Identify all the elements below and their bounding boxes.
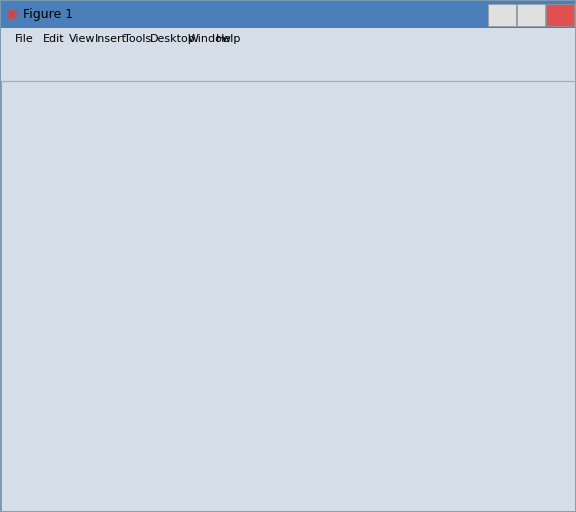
newfit [381, 336, 388, 343]
data [398, 335, 405, 342]
Text: View: View [69, 34, 96, 44]
newfit [84, 381, 91, 387]
data [182, 379, 189, 386]
newfit [272, 362, 279, 369]
data [260, 370, 267, 376]
Line: fit: fit [88, 93, 558, 393]
Text: ▣: ▣ [7, 9, 17, 19]
data [280, 350, 287, 356]
data [123, 380, 130, 387]
Text: Help: Help [216, 34, 241, 44]
Text: Desktop: Desktop [150, 34, 195, 44]
data [339, 345, 346, 351]
Line: newfit: newfit [88, 76, 558, 384]
newfit [555, 73, 562, 79]
fit [381, 346, 388, 352]
data [516, 220, 522, 226]
data [143, 380, 150, 386]
newfit [427, 328, 434, 334]
Text: Figure 1: Figure 1 [23, 8, 73, 21]
data [221, 376, 228, 382]
Text: Insert: Insert [95, 34, 127, 44]
fit [238, 363, 245, 369]
data [457, 329, 464, 335]
data [476, 279, 483, 285]
data [84, 382, 91, 389]
data [437, 327, 444, 333]
newfit [238, 371, 245, 377]
Text: Tools: Tools [124, 34, 151, 44]
data [300, 348, 306, 354]
data [496, 276, 503, 282]
data [359, 342, 366, 348]
fit [84, 369, 91, 375]
fit [142, 390, 149, 396]
newfit [425, 328, 432, 334]
fit [427, 335, 434, 341]
Text: Window: Window [187, 34, 231, 44]
data [202, 379, 209, 385]
fit [272, 354, 279, 360]
fit [555, 90, 562, 96]
data [241, 373, 248, 379]
data [535, 197, 542, 203]
data [555, 62, 562, 68]
data [418, 329, 425, 335]
fit [425, 336, 432, 342]
Line: data: data [84, 60, 562, 390]
data [378, 340, 385, 346]
Text: File: File [14, 34, 33, 44]
Text: Edit: Edit [43, 34, 65, 44]
data [320, 352, 327, 358]
fit [137, 390, 144, 396]
data [104, 379, 111, 386]
data [162, 380, 169, 386]
Legend: data, fit, newfit: data, fit, newfit [369, 33, 467, 98]
newfit [142, 381, 149, 387]
newfit [115, 381, 122, 387]
